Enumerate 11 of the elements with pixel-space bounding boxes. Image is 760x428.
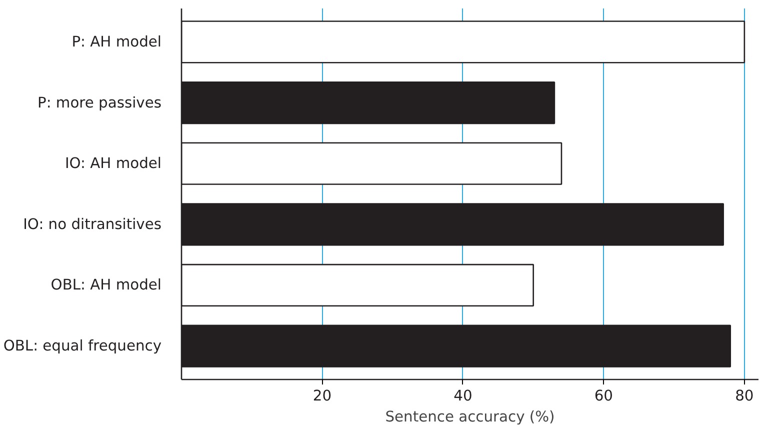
y-tick-label: OBL: AH model — [50, 276, 162, 294]
y-tick-label: IO: AH model — [64, 155, 162, 172]
x-tick-label: 40 — [454, 388, 472, 404]
x-axis-title: Sentence accuracy (%) — [385, 408, 555, 426]
x-tick-label: 80 — [735, 388, 754, 404]
x-tick-label: 20 — [312, 388, 332, 404]
y-tick-label: IO: no ditransitives — [23, 216, 162, 233]
y-tick-label: OBL: equal frequency — [3, 338, 162, 355]
y-tick-label: P: more passives — [37, 94, 162, 112]
x-tick-label: 60 — [594, 388, 614, 404]
y-tick-label: P: AH model — [72, 33, 162, 50]
